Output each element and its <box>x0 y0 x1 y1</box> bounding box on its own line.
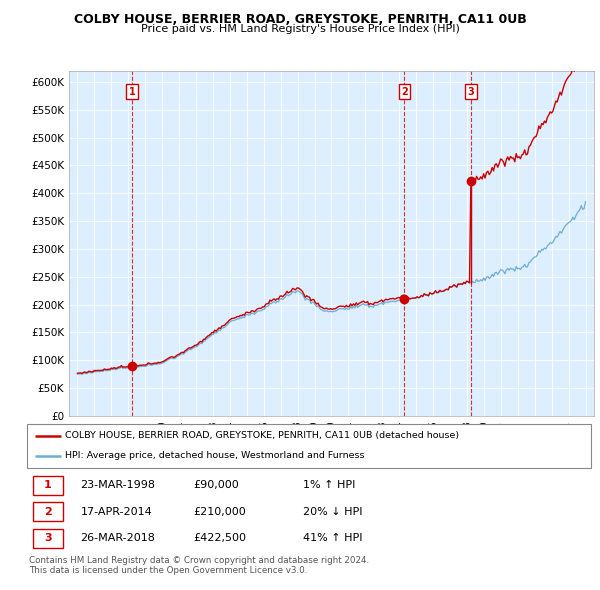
Text: Contains HM Land Registry data © Crown copyright and database right 2024.: Contains HM Land Registry data © Crown c… <box>29 556 369 565</box>
FancyBboxPatch shape <box>33 529 62 548</box>
Text: 1: 1 <box>128 87 136 97</box>
Text: COLBY HOUSE, BERRIER ROAD, GREYSTOKE, PENRITH, CA11 0UB: COLBY HOUSE, BERRIER ROAD, GREYSTOKE, PE… <box>74 13 526 26</box>
Text: This data is licensed under the Open Government Licence v3.0.: This data is licensed under the Open Gov… <box>29 566 307 575</box>
Text: 41% ↑ HPI: 41% ↑ HPI <box>304 533 363 543</box>
Text: 17-APR-2014: 17-APR-2014 <box>80 507 152 517</box>
Text: 1% ↑ HPI: 1% ↑ HPI <box>304 480 356 490</box>
Text: 26-MAR-2018: 26-MAR-2018 <box>80 533 155 543</box>
Text: 3: 3 <box>44 533 52 543</box>
FancyBboxPatch shape <box>33 502 62 522</box>
FancyBboxPatch shape <box>33 476 62 495</box>
Text: Price paid vs. HM Land Registry's House Price Index (HPI): Price paid vs. HM Land Registry's House … <box>140 24 460 34</box>
Text: 3: 3 <box>467 87 474 97</box>
Text: 23-MAR-1998: 23-MAR-1998 <box>80 480 155 490</box>
Text: £90,000: £90,000 <box>193 480 239 490</box>
Text: 2: 2 <box>401 87 407 97</box>
Text: £422,500: £422,500 <box>193 533 247 543</box>
Text: COLBY HOUSE, BERRIER ROAD, GREYSTOKE, PENRITH, CA11 0UB (detached house): COLBY HOUSE, BERRIER ROAD, GREYSTOKE, PE… <box>65 431 460 440</box>
FancyBboxPatch shape <box>27 424 591 468</box>
Text: £210,000: £210,000 <box>193 507 246 517</box>
Text: 1: 1 <box>44 480 52 490</box>
Text: HPI: Average price, detached house, Westmorland and Furness: HPI: Average price, detached house, West… <box>65 451 365 460</box>
Text: 20% ↓ HPI: 20% ↓ HPI <box>304 507 363 517</box>
Text: 2: 2 <box>44 507 52 517</box>
